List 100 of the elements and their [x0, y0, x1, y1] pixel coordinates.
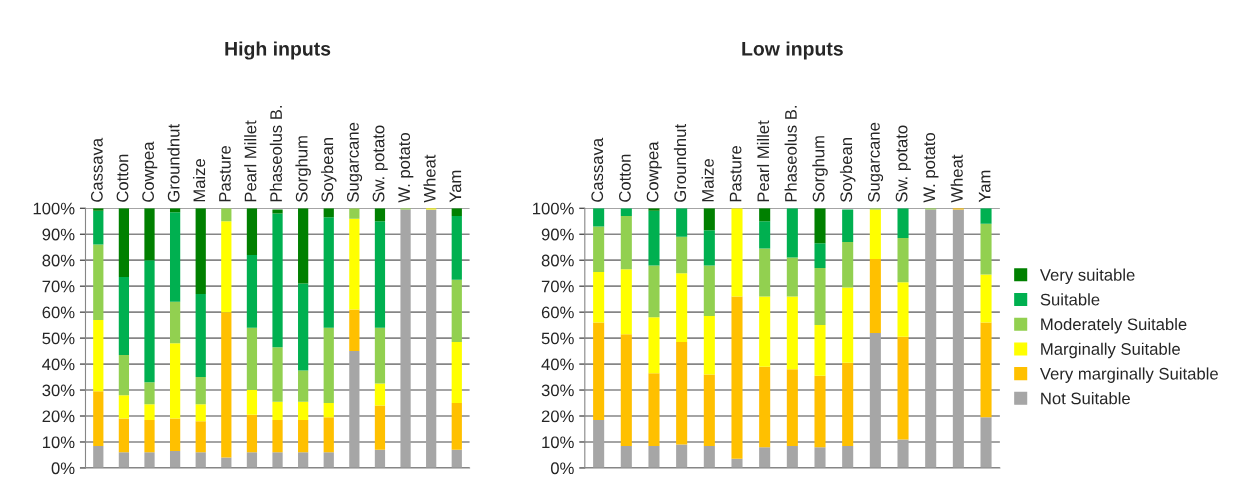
x-tick-label: Wheat	[950, 154, 963, 203]
x-tick-label: Phaseolus B.	[269, 106, 283, 202]
legend-label: Suitable	[1040, 293, 1100, 306]
bar	[323, 417, 334, 453]
x-tick-label: Pasture	[219, 146, 231, 202]
bar	[272, 419, 283, 453]
bar	[195, 293, 206, 378]
bar	[93, 445, 104, 468]
bar	[144, 208, 155, 261]
bar	[195, 421, 206, 453]
bar	[676, 342, 688, 445]
bar	[703, 316, 715, 375]
y-tick-label: 20%	[42, 410, 75, 423]
bar	[374, 327, 386, 384]
bar	[980, 322, 992, 418]
bar	[272, 401, 283, 420]
bar	[703, 374, 715, 446]
bar	[451, 279, 462, 342]
bar	[814, 267, 826, 326]
bar	[759, 208, 771, 222]
x-tick-label: Phaseolus B.	[784, 106, 797, 202]
bar	[620, 445, 632, 468]
bar	[144, 419, 155, 453]
y-tick-label: 80%	[42, 254, 75, 267]
legend-label: Very suitable	[1039, 268, 1135, 285]
bar	[349, 208, 360, 219]
bar	[426, 209, 437, 468]
bar	[648, 317, 660, 374]
y-tick-label: 70%	[42, 280, 75, 293]
bar	[374, 405, 386, 450]
y-tick-label: 50%	[42, 332, 75, 345]
x-tick-label: Pasture	[729, 146, 742, 202]
bar	[298, 283, 309, 371]
bar	[731, 208, 743, 297]
y-tick-label: 60%	[42, 306, 75, 319]
x-tick-label: W. potato	[923, 132, 939, 203]
x-tick-label: Pearl Millet	[756, 120, 770, 202]
x-tick-label: Sugarcane	[868, 122, 884, 202]
y-tick-label: 10%	[42, 436, 75, 449]
bar	[118, 395, 130, 419]
bar	[169, 301, 181, 344]
bar	[593, 322, 605, 420]
bar	[195, 452, 206, 468]
bar	[246, 255, 258, 328]
bar	[221, 208, 232, 222]
y-tick-label: 0%	[550, 462, 574, 475]
bar	[93, 319, 104, 392]
bar	[451, 216, 462, 280]
y-tick-label: 100%	[533, 202, 574, 215]
bar	[169, 343, 181, 419]
bar	[593, 271, 605, 323]
bar	[980, 208, 992, 224]
bar	[144, 382, 155, 405]
legend-label: Marginally Suitable	[1041, 342, 1180, 359]
bar	[169, 451, 181, 468]
bar	[703, 230, 715, 266]
x-tick-label: Sorghum	[812, 136, 828, 202]
y-tick-label: 60%	[541, 306, 574, 319]
legend-label: Not Suitable	[1041, 392, 1130, 405]
x-tick-label: Cowpea	[142, 141, 158, 202]
x-tick-label: Cassava	[90, 137, 103, 202]
x-tick-label: Pearl Millet	[244, 120, 257, 202]
y-tick-label: 70%	[541, 280, 574, 293]
bar	[323, 327, 334, 404]
bar	[676, 273, 688, 342]
x-tick-label: Cotton	[618, 154, 631, 202]
y-tick-label: 30%	[42, 384, 75, 397]
bar	[349, 351, 360, 468]
bar	[298, 452, 309, 468]
bar	[144, 260, 155, 383]
bar	[620, 269, 632, 335]
bar	[759, 221, 771, 249]
bar	[731, 296, 743, 459]
bar	[980, 223, 992, 275]
y-tick-label: 100%	[33, 202, 75, 215]
bar	[676, 444, 688, 468]
bar	[620, 216, 632, 270]
x-tick-label: Wheat	[423, 154, 436, 203]
bar	[451, 403, 462, 450]
bar	[952, 209, 964, 468]
bar	[272, 452, 283, 468]
bar	[593, 419, 605, 468]
x-tick-label: Soybean	[839, 137, 856, 202]
bar	[246, 390, 258, 415]
bar	[814, 447, 826, 468]
bar	[93, 244, 104, 320]
bar	[648, 445, 660, 468]
x-tick-label: Sw. potato	[895, 125, 911, 202]
y-tick-label: 40%	[42, 358, 75, 371]
bar	[676, 236, 688, 274]
bar	[298, 370, 309, 402]
bar	[169, 212, 181, 302]
bar	[759, 296, 771, 367]
bar	[703, 265, 715, 317]
bar	[144, 452, 155, 468]
bar	[897, 336, 909, 440]
bar	[323, 217, 334, 328]
bar	[842, 209, 854, 243]
x-tick-label: Maize	[701, 158, 714, 202]
chart-title: Low inputs	[742, 41, 843, 60]
